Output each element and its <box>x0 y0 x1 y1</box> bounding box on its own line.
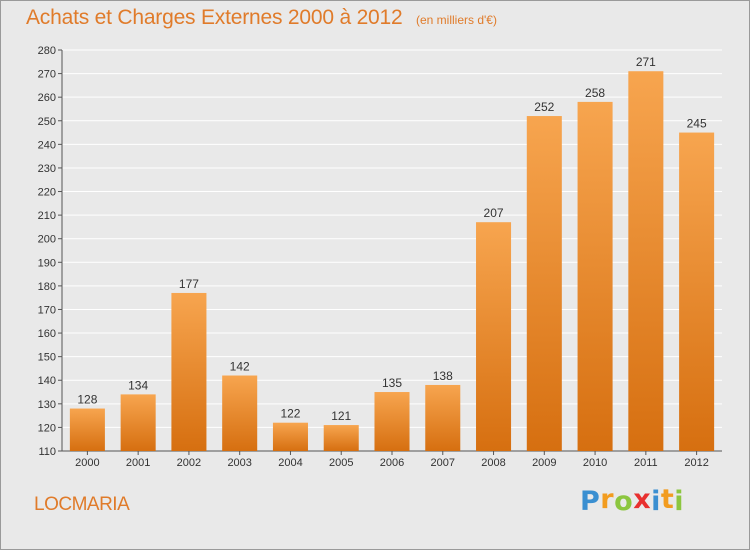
data-label: 258 <box>585 86 605 100</box>
data-label: 245 <box>687 117 707 131</box>
bar <box>222 375 258 451</box>
chart-subtitle: (en milliers d'€) <box>416 13 497 27</box>
bar <box>476 222 512 451</box>
bar <box>425 384 461 451</box>
logo-letter: i <box>674 486 685 517</box>
logo-letter: o <box>614 486 634 517</box>
y-tick-label: 110 <box>38 446 56 458</box>
bar <box>69 408 105 451</box>
y-tick-label: 240 <box>38 139 56 151</box>
data-label: 271 <box>636 55 656 69</box>
data-label: 122 <box>280 407 300 421</box>
commune-name: LOCMARIA <box>34 494 130 515</box>
proxiti-logo: Proxiti <box>580 484 685 517</box>
data-label: 138 <box>433 369 453 383</box>
y-tick-label: 140 <box>38 375 56 387</box>
x-tick-label: 2008 <box>481 457 505 469</box>
x-tick-label: 2001 <box>126 457 150 469</box>
y-tick-label: 270 <box>38 69 56 81</box>
x-tick-label: 2005 <box>329 457 353 469</box>
logo-letter: P <box>580 486 601 517</box>
x-tick-label: 2003 <box>227 457 251 469</box>
y-tick-label: 190 <box>38 257 56 269</box>
bar <box>120 394 156 451</box>
y-tick-label: 210 <box>38 210 56 222</box>
bar <box>679 132 715 451</box>
data-label: 134 <box>128 378 148 392</box>
bars <box>69 71 715 452</box>
x-tick-label: 2007 <box>431 457 455 469</box>
labels: 110 120 130 140 150 160 170 180 190 200 210 220 230 2… <box>38 45 709 469</box>
data-label: 135 <box>382 376 402 390</box>
logo-letter: r <box>600 484 615 515</box>
bar <box>272 422 308 451</box>
y-tick-label: 260 <box>38 92 56 104</box>
x-tick-label: 2004 <box>278 457 302 469</box>
data-label: 252 <box>534 100 554 114</box>
bar <box>323 425 359 451</box>
y-tick-label: 160 <box>38 328 56 340</box>
y-tick-label: 130 <box>38 399 56 411</box>
y-tick-label: 200 <box>38 234 56 246</box>
data-label: 128 <box>77 393 97 407</box>
y-tick-label: 220 <box>38 187 56 199</box>
bar <box>526 116 562 451</box>
bar <box>577 101 613 452</box>
x-tick-label: 2010 <box>583 457 607 469</box>
logo-letter: x <box>633 484 652 515</box>
y-tick-label: 120 <box>38 422 56 434</box>
data-label: 121 <box>331 409 351 423</box>
y-tick-label: 170 <box>38 304 56 316</box>
bar <box>628 71 664 452</box>
bar <box>171 292 207 451</box>
logo-letter: t <box>660 484 675 515</box>
x-tick-label: 2009 <box>532 457 556 469</box>
x-tick-label: 2002 <box>177 457 201 469</box>
y-tick-label: 250 <box>38 116 56 128</box>
y-tick-label: 180 <box>38 281 56 293</box>
x-tick-label: 2012 <box>684 457 708 469</box>
data-label: 207 <box>484 206 504 220</box>
x-tick-label: 2011 <box>634 457 658 469</box>
x-tick-label: 2006 <box>380 457 404 469</box>
chart-title: Achats et Charges Externes 2000 à 2012 <box>26 6 403 29</box>
y-tick-label: 280 <box>38 45 56 57</box>
x-tick-label: 2000 <box>75 457 99 469</box>
data-label: 142 <box>230 360 250 374</box>
logo-letter: i <box>651 486 661 517</box>
y-tick-label: 150 <box>38 352 56 364</box>
y-tick-label: 230 <box>38 163 56 175</box>
data-label: 177 <box>179 277 199 291</box>
grid-lines <box>62 49 722 452</box>
bar <box>374 392 410 451</box>
